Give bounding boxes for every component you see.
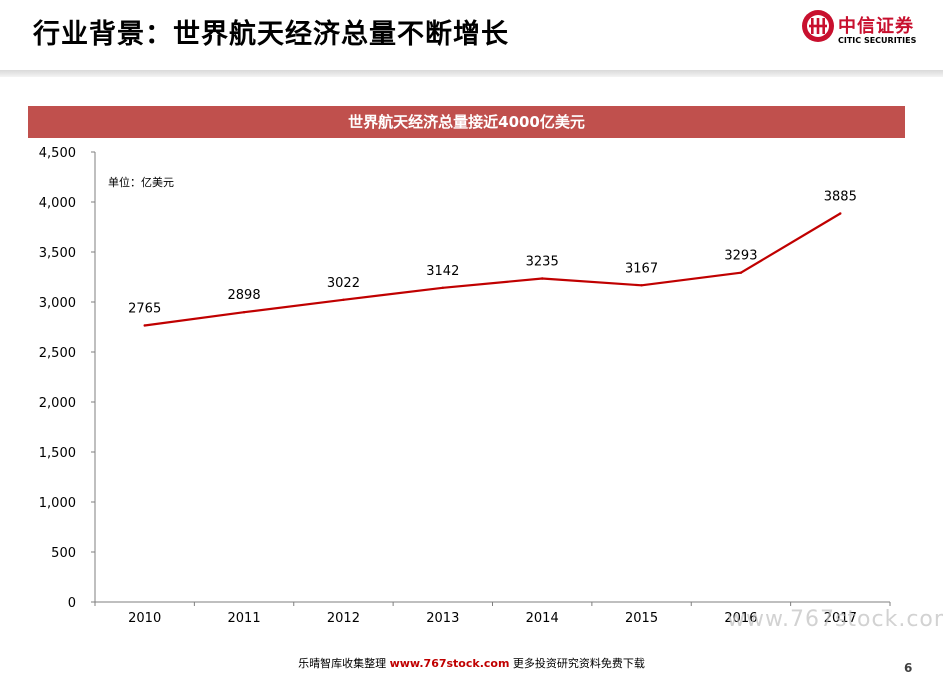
y-tick-label: 1,000 — [39, 496, 76, 511]
x-tick-label: 2016 — [724, 611, 757, 626]
data-label: 2898 — [228, 288, 261, 303]
citic-emblem-icon — [802, 10, 834, 42]
data-point — [342, 298, 345, 301]
data-point — [540, 277, 544, 280]
logo-english-name: CITIC SECURITIES — [838, 36, 917, 45]
footer-prefix: 乐晴智库收集整理 — [298, 657, 387, 670]
data-point — [242, 311, 246, 314]
data-point — [441, 286, 445, 289]
footer-suffix: 更多投资研究资料免费下载 — [512, 657, 645, 670]
x-tick-label: 2010 — [128, 611, 161, 626]
footer-site-link[interactable]: www.767stock.com — [389, 657, 510, 670]
watermark: www.767stock.com — [727, 607, 943, 632]
data-point — [640, 284, 643, 287]
x-tick-label: 2011 — [228, 611, 261, 626]
x-tick-label: 2017 — [824, 611, 857, 626]
y-tick-label: 2,000 — [39, 396, 76, 411]
x-axis: 2010 2011 2012 2013 2014 2015 2016 2017 — [94, 601, 891, 626]
unit-label: 单位：亿美元 — [108, 175, 174, 189]
y-tick-label: 500 — [51, 546, 76, 561]
data-labels: 2765 2898 3022 3142 3235 3167 3293 3885 — [128, 190, 857, 317]
y-tick-label: 4,000 — [39, 196, 76, 211]
data-label: 2765 — [128, 302, 161, 317]
logo-chinese-name: 中信证券 — [838, 16, 914, 37]
data-point — [739, 271, 743, 274]
x-tick-label: 2013 — [426, 611, 459, 626]
citic-logo: 中信证券 CITIC SECURITIES — [801, 9, 936, 51]
y-tick-label: 2,500 — [39, 346, 76, 361]
y-tick-label: 3,000 — [39, 296, 76, 311]
series-layer — [143, 212, 842, 327]
footer: 乐晴智库收集整理 www.767stock.com 更多投资研究资料免费下载 — [0, 655, 943, 671]
y-tick-label: 3,500 — [39, 246, 76, 261]
data-label: 3885 — [824, 190, 857, 205]
header-divider — [0, 70, 943, 77]
data-label: 3235 — [526, 255, 559, 270]
data-label: 3167 — [625, 261, 658, 276]
x-tick-label: 2012 — [327, 611, 360, 626]
x-tick-label: 2015 — [625, 611, 658, 626]
data-label: 3293 — [724, 249, 757, 264]
data-point — [839, 212, 842, 215]
data-point — [143, 324, 146, 327]
data-label: 3022 — [327, 276, 360, 291]
series-line — [144, 212, 841, 327]
y-tick-label: 1,500 — [39, 446, 76, 461]
page-number: 6 — [904, 661, 913, 675]
y-axis: 0 500 1,000 1,500 2,000 2,500 3,000 3,500 4,000 4… — [39, 146, 96, 611]
page-title: 行业背景：世界航天经济总量不断增长 — [33, 19, 509, 50]
y-tick-label: 0 — [68, 596, 76, 611]
chart-title-banner: 世界航天经济总量接近4000亿美元 — [28, 106, 905, 138]
x-tick-label: 2014 — [526, 611, 559, 626]
y-tick-label: 4,500 — [39, 146, 76, 161]
page-header: 行业背景：世界航天经济总量不断增长 中信证券 CITIC SECURITIES — [0, 0, 943, 77]
data-label: 3142 — [426, 264, 459, 279]
